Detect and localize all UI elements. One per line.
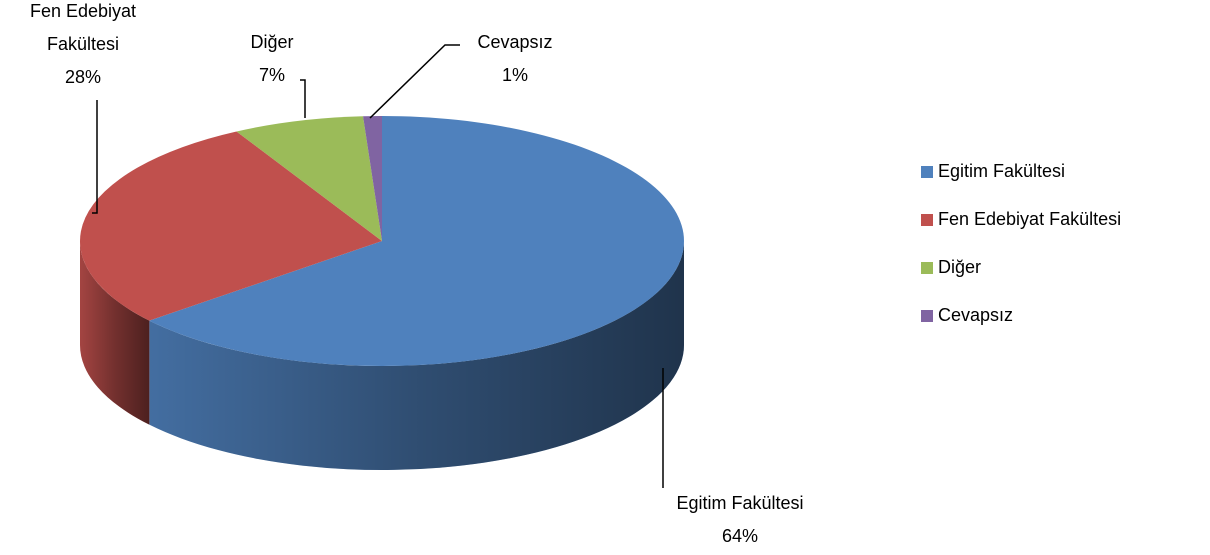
side-shade xyxy=(80,241,150,425)
legend-swatch xyxy=(921,262,933,274)
label-value: 1% xyxy=(501,65,529,85)
slice xyxy=(149,116,684,366)
label-name: Diğer xyxy=(250,32,294,52)
legend-label: Cevapsız xyxy=(938,305,1013,325)
leader-line xyxy=(300,79,306,118)
legend-label: Fen Edebiyat Fakültesi xyxy=(938,209,1121,229)
label-value: 28% xyxy=(64,67,102,87)
label-name: Fen Edebiyat Fakültesi xyxy=(29,1,137,54)
legend-label: Egitim Fakültesi xyxy=(938,161,1065,181)
data-label: Egitim Fakültesi 64% xyxy=(676,487,803,553)
label-value: 64% xyxy=(721,526,759,546)
slice xyxy=(80,131,383,321)
legend-swatch xyxy=(921,166,933,178)
label-value: 7% xyxy=(258,65,286,85)
label-name: Egitim Fakültesi xyxy=(676,493,804,513)
label-name: Cevapsız xyxy=(477,32,553,52)
data-label: Diğer 7% xyxy=(250,26,293,92)
legend-label: Diğer xyxy=(938,257,981,277)
legend-swatch xyxy=(921,310,933,322)
side-shade xyxy=(149,241,685,470)
slice xyxy=(363,116,382,241)
slice xyxy=(236,116,382,241)
leader-line xyxy=(92,100,98,214)
legend-swatch xyxy=(921,214,933,226)
leader-line xyxy=(369,44,460,119)
data-label: Fen Edebiyat Fakültesi 28% xyxy=(18,0,148,94)
data-label: Cevapsız 1% xyxy=(477,26,552,92)
